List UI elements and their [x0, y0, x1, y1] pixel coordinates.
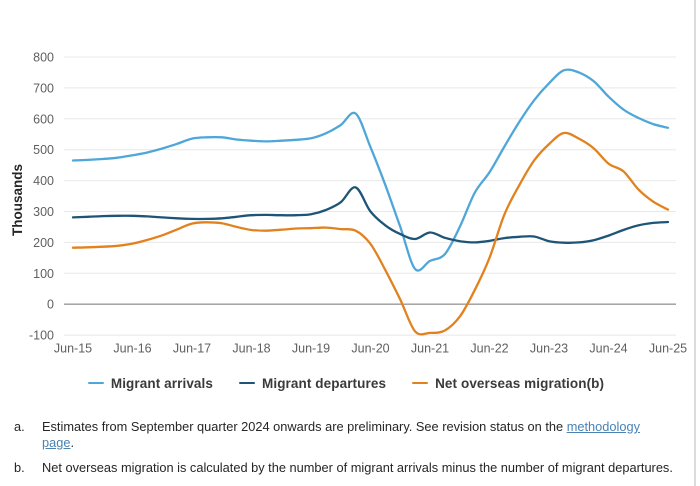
legend-marker-migrant-arrivals: [87, 381, 104, 385]
x-tick-label: Jun-22: [470, 342, 508, 356]
legend-label: Net overseas migration(b): [435, 375, 605, 391]
x-tick-label: Jun-24: [589, 342, 627, 356]
legend-item-net-overseas-migration-b: Net overseas migration(b): [412, 376, 604, 391]
window-edge-line: [694, 0, 696, 486]
footnote-text: Net overseas migration is calculated by …: [42, 460, 673, 475]
footnote-a: a. Estimates from September quarter 2024 …: [14, 419, 674, 451]
y-tick-label: 600: [33, 112, 54, 126]
y-tick-label: 100: [33, 267, 54, 281]
y-tick-label: 700: [33, 81, 54, 95]
series-line-migrant-arrivals: [71, 68, 670, 272]
x-tick-label: Jun-20: [351, 342, 389, 356]
legend-marker-net-overseas-migration-b: [412, 381, 429, 385]
y-tick-label: -100: [29, 329, 54, 343]
x-tick-label: Jun-18: [232, 342, 270, 356]
y-tick-label: 500: [33, 143, 54, 157]
x-tick-label: Jun-15: [54, 342, 92, 356]
y-tick-label: 0: [47, 298, 54, 312]
y-tick-label: 200: [33, 236, 54, 250]
x-tick-label: Jun-16: [113, 342, 151, 356]
footnote-label: a.: [14, 419, 25, 434]
legend-label: Migrant arrivals: [110, 375, 213, 391]
y-tick-label: 300: [33, 205, 54, 219]
x-tick-label: Jun-23: [530, 342, 568, 356]
x-tick-label: Jun-19: [292, 342, 330, 356]
y-tick-label: 400: [33, 174, 54, 188]
footnotes: a. Estimates from September quarter 2024 …: [14, 419, 674, 476]
footnote-label: b.: [14, 460, 25, 475]
chart-legend: Migrant arrivals Migrant departures Net ov…: [0, 374, 692, 392]
legend-label: Migrant departures: [262, 375, 387, 391]
x-tick-label: Jun-25: [649, 342, 687, 356]
x-tick-label: Jun-21: [411, 342, 449, 356]
legend-marker-migrant-departures: [239, 381, 255, 385]
series-line-net-overseas-migration-b: [71, 131, 670, 336]
legend-item-migrant-departures: Migrant departures: [239, 376, 386, 391]
series-line-migrant-departures: [71, 186, 670, 244]
methodology-page-link[interactable]: methodology page: [42, 419, 640, 450]
legend-item-migrant-arrivals: Migrant arrivals: [87, 375, 213, 391]
footnote-b: b. Net overseas migration is calculated b…: [14, 460, 674, 476]
y-tick-label: 800: [33, 51, 54, 65]
footnote-text: Estimates from September quarter 2024 on…: [42, 419, 640, 450]
x-tick-label: Jun-17: [173, 342, 211, 356]
